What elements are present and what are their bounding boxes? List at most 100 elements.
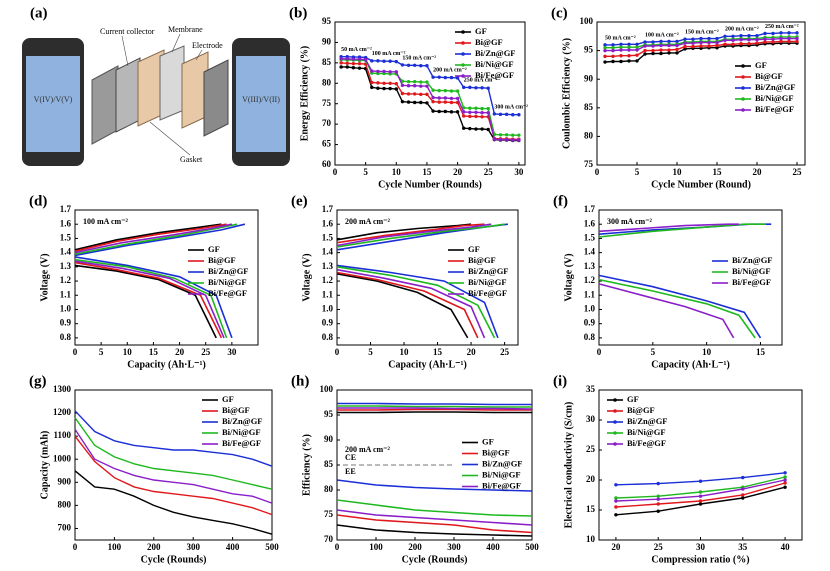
y-tick-label: 1.1	[322, 289, 334, 299]
point	[468, 110, 472, 114]
point	[388, 86, 392, 91]
legend-label: Bi/Fe@GF	[475, 70, 514, 80]
legend-label: Bi/Ni@GF	[468, 277, 507, 287]
y-axis-label: Efficiency (%)	[301, 434, 312, 496]
point	[449, 100, 454, 105]
point	[651, 44, 655, 48]
point	[635, 48, 639, 52]
point	[419, 92, 423, 97]
point	[449, 89, 454, 93]
point	[468, 106, 472, 110]
condition-label: 300 mA cm⁻²	[607, 217, 652, 226]
legend-label: Bi@GF	[482, 447, 510, 457]
y-tick-label: 15	[586, 504, 596, 514]
x-tick-label: 5	[99, 347, 104, 357]
point	[771, 40, 775, 44]
point	[486, 127, 490, 132]
legend-marker	[613, 431, 617, 435]
y-tick-label: 1.2	[60, 275, 72, 285]
y-tick-label: 800	[58, 499, 72, 509]
y-axis-label: Electrical conductivity (S/cm)	[563, 402, 574, 529]
label-membrane: Membrane	[168, 25, 203, 34]
point	[611, 48, 615, 53]
point	[382, 69, 386, 74]
point	[656, 509, 660, 513]
legend-label: Bi@GF	[208, 255, 236, 265]
point	[783, 471, 787, 475]
rate-label: 250 mA cm⁻²	[765, 24, 799, 30]
point	[614, 496, 618, 500]
point	[345, 61, 349, 65]
y-tick-label: 70	[322, 118, 332, 128]
point	[667, 48, 671, 52]
charge-curve	[74, 223, 227, 252]
y-tick-label: 1.0	[322, 304, 334, 314]
point	[667, 39, 671, 44]
point	[455, 89, 460, 93]
series-line	[74, 417, 273, 490]
y-tick-label: 1.0	[584, 304, 596, 314]
discharge-curve	[336, 268, 486, 339]
right-tank-label: V(III)/V(II)	[242, 95, 280, 104]
point	[627, 45, 631, 49]
point	[619, 45, 623, 49]
point	[779, 31, 783, 35]
point	[412, 84, 417, 88]
point	[707, 36, 711, 41]
rate-label: 150 mA cm⁻²	[402, 55, 436, 61]
rate-label: 250 mA cm⁻²	[464, 78, 498, 84]
rate-label: 50 mA cm⁻²	[341, 47, 372, 53]
series-line	[74, 428, 273, 504]
charge-curve	[74, 223, 246, 257]
point	[394, 81, 398, 86]
x-tick-label: 400	[486, 542, 500, 552]
point	[425, 101, 429, 105]
ee-line	[336, 509, 533, 526]
y-tick-label: 20	[586, 474, 596, 484]
point	[619, 59, 623, 64]
label-current-collector: Current collector	[100, 27, 155, 36]
legend-label: Bi/Fe@GF	[208, 288, 247, 298]
point	[675, 39, 679, 44]
point	[691, 44, 695, 49]
x-tick-label: 0	[335, 542, 340, 552]
x-axis-label: Cycle Number (Rounds)	[378, 179, 482, 190]
point	[370, 85, 374, 90]
discharge-curve	[336, 266, 496, 339]
legend-label: Bi/Ni@GF	[222, 427, 261, 437]
discharge-curve	[74, 258, 228, 339]
rate-label: 100 mA cm⁻²	[645, 32, 679, 38]
point	[635, 42, 639, 47]
point	[425, 64, 429, 68]
charge-curve	[336, 223, 505, 248]
point	[437, 96, 441, 100]
point	[462, 110, 466, 114]
point	[741, 496, 745, 500]
point	[635, 53, 639, 57]
charge-curve	[598, 223, 739, 233]
point	[400, 91, 405, 96]
legend-label: Bi/Fe@GF	[468, 288, 507, 298]
series-line	[74, 470, 273, 535]
discharge-curve	[74, 261, 223, 339]
point	[412, 79, 417, 84]
point	[504, 133, 509, 137]
legend-label: Bi/Ni@GF	[732, 266, 771, 276]
x-tick-label: 15	[433, 347, 443, 357]
discharge-curve	[74, 264, 217, 339]
point	[394, 70, 398, 74]
leader	[171, 33, 181, 53]
x-tick-label: 5	[368, 347, 373, 357]
discharge-curve	[74, 256, 233, 339]
y-tick-label: 60	[322, 159, 332, 169]
condition-label: 200 mA cm⁻²	[345, 217, 390, 226]
point	[741, 475, 745, 480]
point	[511, 133, 515, 137]
y-tick-label: 1200	[53, 407, 72, 417]
end-plate	[203, 59, 229, 137]
point	[715, 40, 719, 45]
leader	[121, 35, 129, 67]
point	[455, 76, 460, 80]
point	[651, 51, 655, 56]
point	[388, 70, 392, 74]
